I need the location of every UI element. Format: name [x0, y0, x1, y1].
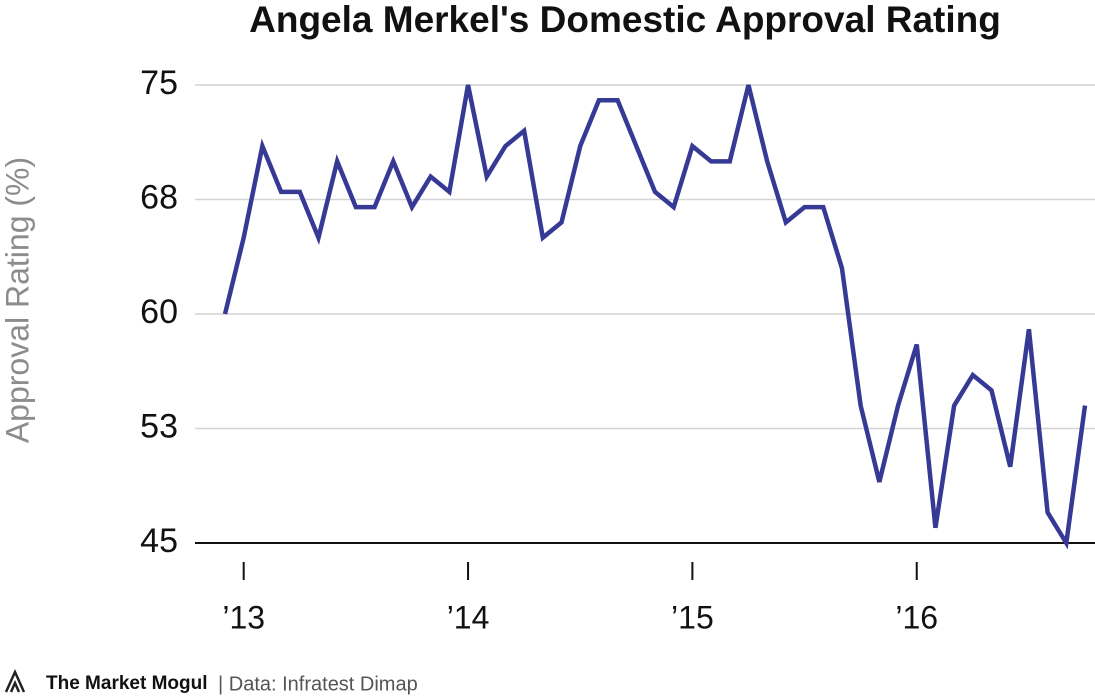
brand: The Market Mogul [46, 673, 208, 694]
chart-title: Angela Merkel's Domestic Approval Rating [249, 0, 1001, 40]
x-tick-label: ’16 [895, 599, 938, 635]
x-tick-label: ’15 [671, 599, 714, 635]
y-tick-label: 53 [140, 407, 178, 445]
y-tick-label: 75 [140, 64, 178, 102]
x-tick-label: ’14 [447, 599, 490, 635]
data-line [222, 84, 1088, 550]
y-tick-label: 68 [140, 178, 178, 216]
y-tick-label: 45 [140, 522, 178, 560]
source: | Data: Infratest Dimap [218, 673, 418, 695]
brand-logo [4, 668, 26, 693]
y-axis-label: Approval Rating (%) [0, 157, 35, 443]
x-tick-label: ’13 [222, 599, 265, 635]
y-tick-label: 60 [140, 293, 178, 331]
logo-icon [4, 668, 26, 693]
